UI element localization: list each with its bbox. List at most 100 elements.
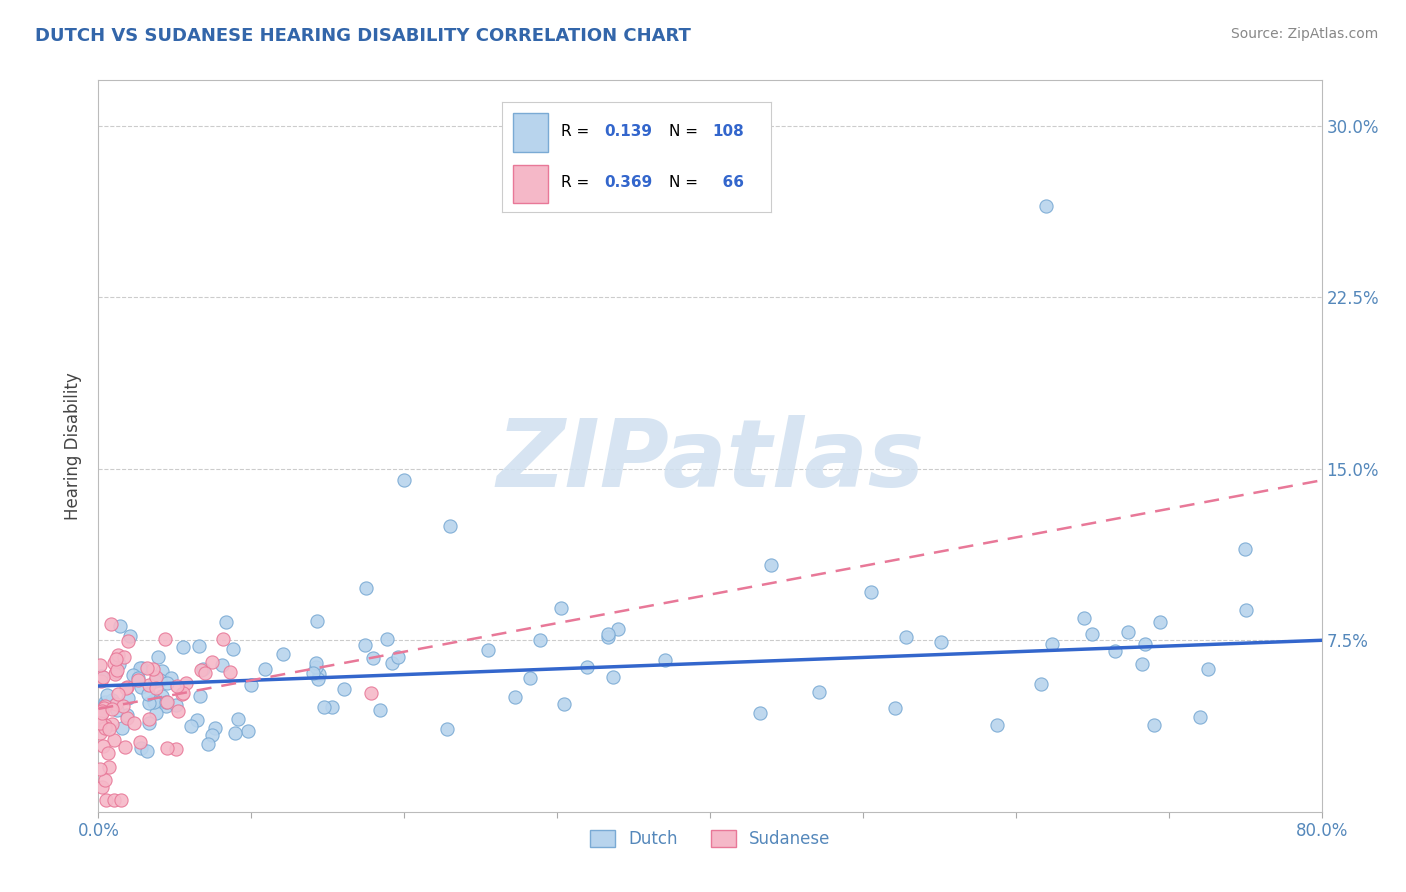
Point xyxy=(94,695,117,709)
Point xyxy=(122,668,145,682)
Point xyxy=(153,632,176,647)
Point xyxy=(204,722,226,736)
Point xyxy=(105,663,128,677)
Point xyxy=(354,581,377,595)
Point xyxy=(654,653,676,667)
Point xyxy=(89,762,111,776)
Point xyxy=(96,689,118,703)
Point xyxy=(354,638,377,652)
Point xyxy=(239,677,262,691)
Point xyxy=(808,685,831,699)
Point xyxy=(167,704,190,718)
Point xyxy=(103,657,125,671)
Point xyxy=(156,740,179,755)
Legend: Dutch, Sudanese: Dutch, Sudanese xyxy=(583,823,837,855)
Point xyxy=(1116,625,1139,640)
Point xyxy=(105,697,128,711)
Point xyxy=(370,703,392,717)
Point xyxy=(91,704,114,718)
Point xyxy=(145,670,167,684)
Point xyxy=(112,649,135,664)
Y-axis label: Hearing Disability: Hearing Disability xyxy=(65,372,83,520)
Point xyxy=(111,698,134,713)
Point xyxy=(596,626,619,640)
Point xyxy=(89,715,111,730)
Point xyxy=(117,680,139,694)
Point xyxy=(150,665,173,679)
Point xyxy=(1130,657,1153,671)
Point xyxy=(606,622,628,636)
Point xyxy=(598,630,620,644)
Point xyxy=(114,739,136,754)
Point xyxy=(553,697,575,711)
Point xyxy=(127,671,149,685)
Text: Source: ZipAtlas.com: Source: ZipAtlas.com xyxy=(1230,27,1378,41)
Point xyxy=(884,700,907,714)
Point xyxy=(145,681,167,695)
Point xyxy=(111,721,134,735)
Point xyxy=(749,706,772,721)
Point xyxy=(138,715,160,730)
Point xyxy=(131,661,153,675)
Point xyxy=(305,614,328,628)
Point xyxy=(194,665,217,680)
Point xyxy=(550,601,572,615)
Point xyxy=(1042,637,1064,651)
Point xyxy=(94,793,117,807)
Point xyxy=(1234,541,1257,556)
Point xyxy=(101,717,124,731)
Point xyxy=(165,742,187,756)
Point xyxy=(129,735,152,749)
Point xyxy=(986,717,1008,731)
Point xyxy=(186,713,208,727)
Point xyxy=(477,643,499,657)
Point xyxy=(211,658,233,673)
Point xyxy=(896,630,918,644)
Point xyxy=(188,690,211,704)
Point xyxy=(146,650,169,665)
Point xyxy=(90,673,112,688)
Point xyxy=(114,681,136,695)
Point xyxy=(136,687,159,701)
Point xyxy=(138,712,160,726)
Point xyxy=(529,632,551,647)
Point xyxy=(107,687,129,701)
Point xyxy=(91,670,114,684)
Point xyxy=(305,659,328,673)
Point xyxy=(89,657,111,672)
Point xyxy=(118,629,141,643)
Point xyxy=(503,690,526,705)
Point xyxy=(180,719,202,733)
Point xyxy=(1035,199,1057,213)
Point xyxy=(100,693,122,707)
Point xyxy=(380,656,402,670)
Point xyxy=(101,702,124,716)
Point xyxy=(436,722,458,736)
Point xyxy=(392,473,416,487)
Point xyxy=(142,662,165,676)
Point xyxy=(307,672,329,686)
Point xyxy=(91,739,114,753)
Point xyxy=(201,656,224,670)
Point xyxy=(117,633,139,648)
Point xyxy=(94,773,117,788)
Point xyxy=(1188,709,1211,723)
Point xyxy=(105,652,128,666)
Point xyxy=(142,693,165,707)
Point xyxy=(93,698,115,713)
Point xyxy=(321,699,343,714)
Point xyxy=(108,657,131,671)
Point xyxy=(172,640,194,655)
Point xyxy=(98,760,121,774)
Point xyxy=(188,639,211,653)
Point xyxy=(308,667,330,681)
Point xyxy=(91,780,114,795)
Point xyxy=(107,648,129,663)
Point xyxy=(1197,662,1219,676)
Point xyxy=(94,698,117,713)
Point xyxy=(759,558,782,572)
Point xyxy=(136,744,159,758)
Point xyxy=(104,666,127,681)
Point xyxy=(149,673,172,687)
Point xyxy=(103,733,125,747)
